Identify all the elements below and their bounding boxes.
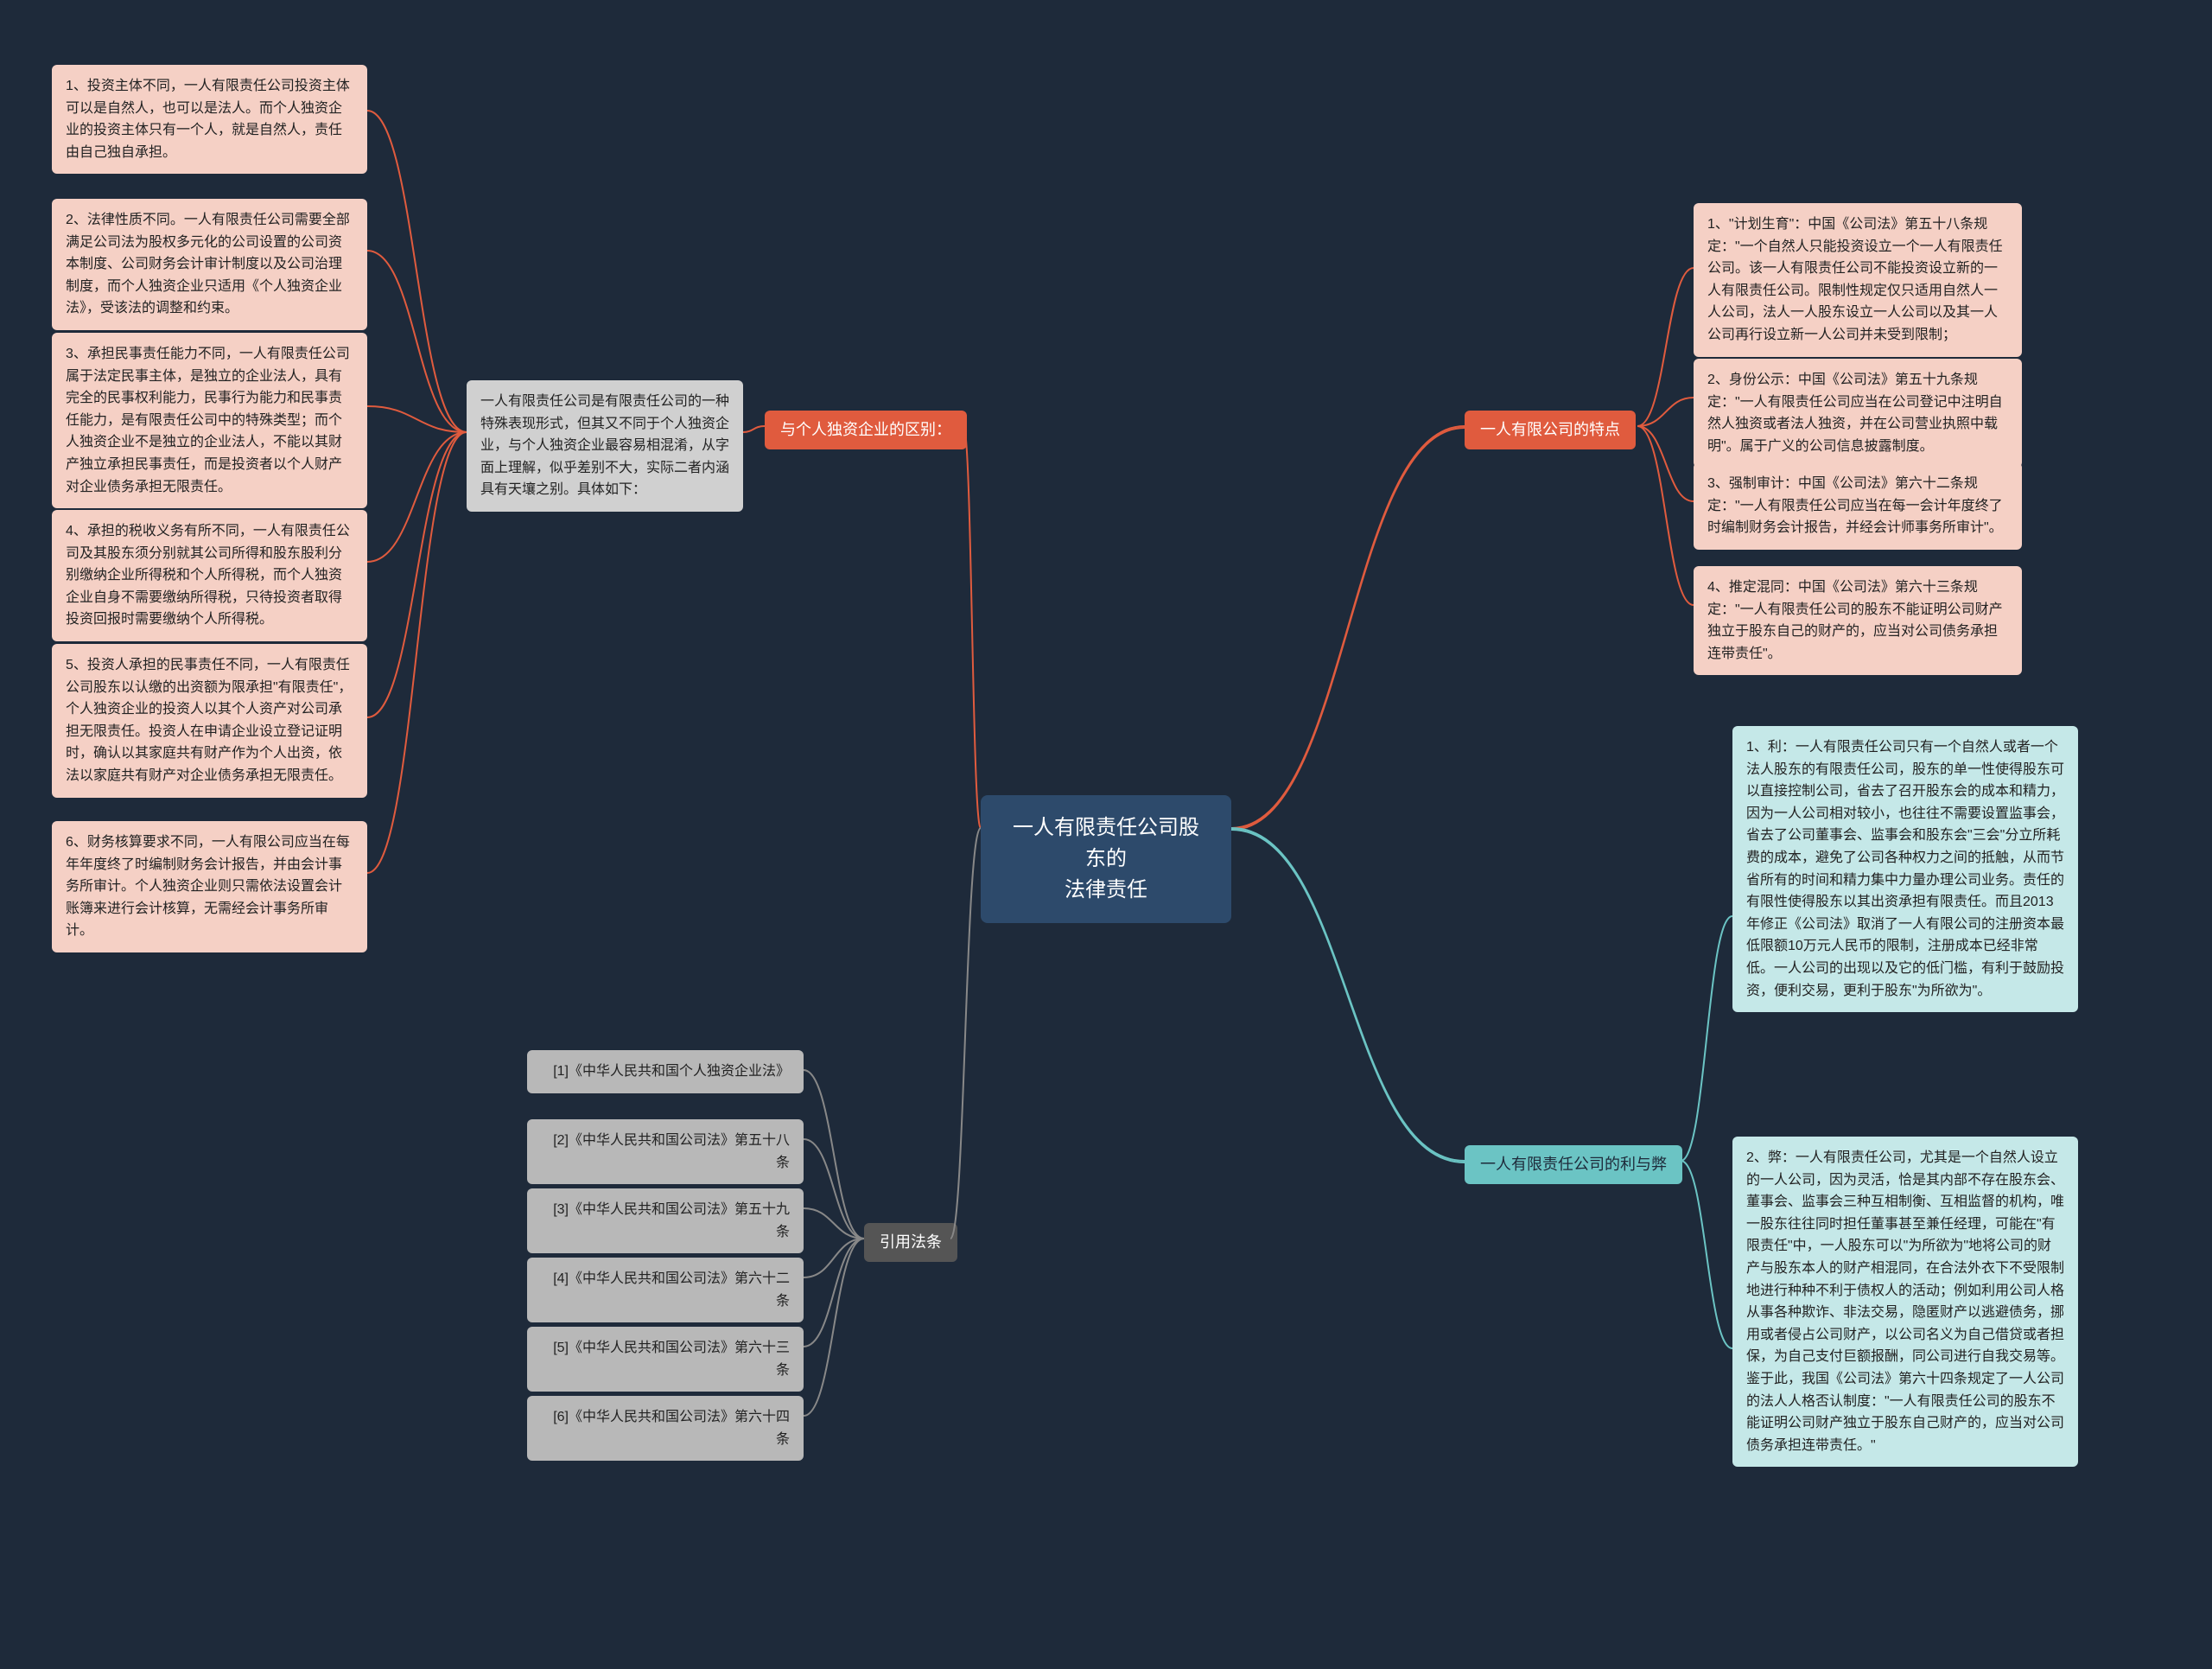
citation-leaf-4: [4]《中华人民共和国公司法》第六十二条 — [527, 1258, 804, 1322]
difference-leaf-4: 4、承担的税收义务有所不同，一人有限责任公司及其股东须分别就其公司所得和股东股利… — [52, 510, 367, 641]
difference-leaf-5: 5、投资人承担的民事责任不同，一人有限责任公司股东以认缴的出资额为限承担"有限责… — [52, 644, 367, 798]
citation-leaf-5: [5]《中华人民共和国公司法》第六十三条 — [527, 1327, 804, 1392]
citation-leaf-3: [3]《中华人民共和国公司法》第五十九条 — [527, 1188, 804, 1253]
root-node: 一人有限责任公司股东的法律责任 — [981, 795, 1231, 923]
citation-leaf-6: [6]《中华人民共和国公司法》第六十四条 — [527, 1396, 804, 1461]
difference-leaf-6: 6、财务核算要求不同，一人有限公司应当在每年年度终了时编制财务会计报告，并由会计… — [52, 821, 367, 952]
branch-difference: 与个人独资企业的区别： — [765, 411, 967, 449]
features-leaf-3: 3、强制审计：中国《公司法》第六十二条规定："一人有限责任公司应当在每一会计年度… — [1694, 462, 2022, 550]
branch-proscons: 一人有限责任公司的利与弊 — [1465, 1145, 1682, 1184]
features-leaf-1: 1、"计划生育"：中国《公司法》第五十八条规定："一个自然人只能投资设立一个一人… — [1694, 203, 2022, 357]
difference-leaf-1: 1、投资主体不同，一人有限责任公司投资主体可以是自然人，也可以是法人。而个人独资… — [52, 65, 367, 174]
branch-citations: 引用法条 — [864, 1223, 957, 1262]
proscons-leaf-1: 1、利：一人有限责任公司只有一个自然人或者一个法人股东的有限责任公司，股东的单一… — [1732, 726, 2078, 1012]
difference-intro: 一人有限责任公司是有限责任公司的一种特殊表现形式，但其又不同于个人独资企业，与个… — [467, 380, 743, 512]
difference-leaf-2: 2、法律性质不同。一人有限责任公司需要全部满足公司法为股权多元化的公司设置的公司… — [52, 199, 367, 330]
proscons-leaf-2: 2、弊：一人有限责任公司，尤其是一个自然人设立的一人公司，因为灵活，恰是其内部不… — [1732, 1137, 2078, 1467]
citation-leaf-2: [2]《中华人民共和国公司法》第五十八条 — [527, 1119, 804, 1184]
features-leaf-2: 2、身份公示：中国《公司法》第五十九条规定："一人有限责任公司应当在公司登记中注… — [1694, 359, 2022, 468]
branch-features: 一人有限公司的特点 — [1465, 411, 1636, 449]
difference-leaf-3: 3、承担民事责任能力不同，一人有限责任公司属于法定民事主体，是独立的企业法人，具… — [52, 333, 367, 508]
features-leaf-4: 4、推定混同：中国《公司法》第六十三条规定："一人有限责任公司的股东不能证明公司… — [1694, 566, 2022, 675]
citation-leaf-1: [1]《中华人民共和国个人独资企业法》 — [527, 1050, 804, 1093]
